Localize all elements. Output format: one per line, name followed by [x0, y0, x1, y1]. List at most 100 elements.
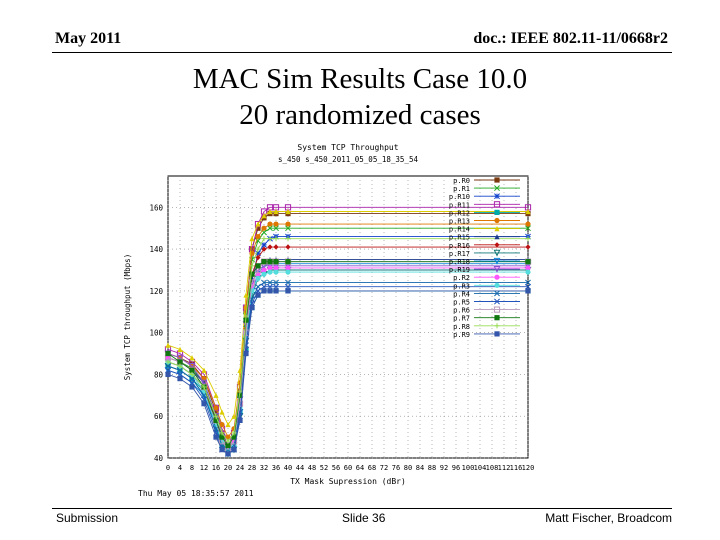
data-point [255, 292, 261, 298]
data-point [248, 279, 256, 286]
data-point [177, 346, 183, 352]
data-point [236, 400, 244, 407]
data-point [493, 201, 501, 208]
slide-title: MAC Sim Results Case 10.0 [192, 63, 528, 95]
y-tick-label: 60 [154, 412, 164, 421]
data-point [243, 350, 249, 357]
data-point [285, 208, 291, 215]
x-tick-label: 84 [416, 464, 424, 472]
data-point [249, 305, 255, 311]
y-tick-label: 140 [149, 245, 163, 254]
data-point [273, 265, 279, 271]
x-tick-label: 96 [452, 464, 460, 472]
x-tick-label: 64 [356, 464, 364, 472]
data-point [285, 221, 291, 227]
data-point [285, 244, 291, 250]
data-point [494, 315, 500, 321]
data-point [267, 269, 273, 275]
footer-author: Matt Fischer, Broadcom [545, 511, 672, 525]
legend-label: p.R0 [453, 177, 470, 185]
x-tick-label: 16 [212, 464, 220, 472]
legend-label: p.R12 [449, 209, 470, 217]
data-point [213, 413, 219, 419]
data-point [249, 263, 255, 269]
y-axis-label: System TCP throughput (Mbps) [123, 254, 132, 380]
x-tick-label: 0 [166, 464, 170, 472]
data-point [243, 292, 249, 298]
data-point [219, 447, 225, 453]
data-point [494, 234, 500, 240]
data-point [261, 236, 267, 242]
legend-label: p.R8 [453, 323, 470, 331]
data-point [525, 221, 531, 227]
data-point [525, 244, 531, 250]
data-point [525, 236, 531, 242]
data-point [237, 417, 243, 423]
data-point [494, 242, 500, 248]
data-point [255, 246, 261, 252]
data-point [165, 363, 171, 370]
legend-label: p.R15 [449, 234, 470, 242]
x-tick-label: 44 [296, 464, 304, 472]
data-point [494, 193, 500, 200]
data-point [525, 225, 531, 232]
data-point [273, 225, 279, 232]
y-tick-label: 80 [154, 370, 164, 379]
data-point [213, 417, 219, 423]
data-point [285, 288, 291, 294]
x-tick-label: 24 [236, 464, 244, 472]
data-point [494, 298, 500, 305]
plot-area [167, 175, 529, 459]
data-point [243, 313, 249, 319]
x-tick-label: 8 [190, 464, 194, 472]
x-tick-label: 76 [392, 464, 400, 472]
data-point [494, 282, 500, 288]
x-tick-label: 52 [320, 464, 328, 472]
legend-label: p.R19 [449, 266, 470, 274]
data-point [493, 257, 501, 265]
legend-label: p.R10 [449, 193, 470, 201]
data-point [525, 288, 531, 294]
data-point [219, 430, 225, 436]
data-point [273, 236, 279, 242]
data-point [255, 233, 261, 240]
data-point [273, 259, 279, 265]
data-point [267, 279, 273, 286]
x-tick-label: 108 [486, 464, 499, 472]
data-point [285, 265, 291, 271]
data-point [255, 254, 261, 261]
legend-label: p.R18 [449, 258, 470, 266]
data-point [267, 288, 273, 294]
data-point [231, 413, 237, 419]
data-point [213, 405, 219, 411]
data-point [165, 359, 171, 365]
legend-label: p.R5 [453, 299, 470, 307]
x-tick-label: 80 [404, 464, 412, 472]
data-point [493, 249, 501, 257]
x-tick-label: 120 [522, 464, 535, 472]
data-point [273, 208, 279, 215]
document-id: doc.: IEEE 802.11-11/0668r2 [473, 30, 668, 47]
data-point [213, 409, 219, 415]
data-point [231, 430, 237, 436]
legend-label: p.R9 [453, 331, 470, 339]
data-point [225, 442, 231, 449]
x-tick-label: 20 [224, 464, 232, 472]
footer-slide-number: Slide 36 [342, 511, 386, 525]
data-point [188, 362, 196, 370]
legend-label: p.R1 [453, 185, 470, 193]
data-point [267, 225, 273, 232]
x-tick-label: 92 [440, 464, 448, 472]
data-point [285, 225, 291, 232]
data-point [494, 177, 500, 183]
data-point [261, 241, 267, 248]
series-pr8 [165, 236, 531, 444]
data-point [255, 250, 261, 257]
data-point [249, 271, 255, 277]
data-point [285, 259, 291, 265]
data-point [494, 217, 500, 224]
data-point [261, 267, 267, 273]
x-tick-label: 100 [462, 464, 475, 472]
data-point [494, 331, 500, 337]
data-point [261, 213, 267, 219]
